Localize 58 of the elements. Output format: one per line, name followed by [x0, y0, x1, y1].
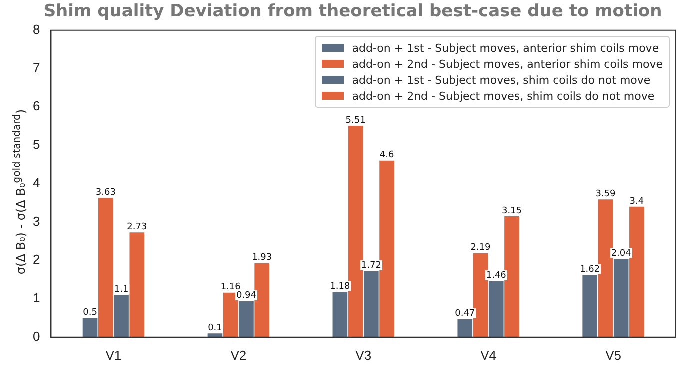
y-tick-label: 1 [32, 290, 40, 306]
data-label: 1.72 [361, 261, 382, 272]
data-label: 1.1 [114, 285, 129, 296]
data-label: 0.94 [236, 291, 257, 302]
bar [82, 318, 98, 338]
data-label: 5.51 [346, 116, 366, 126]
x-tick-label: V4 [480, 348, 497, 363]
bar [114, 295, 129, 338]
bar [332, 292, 348, 338]
y-tick-label: 5 [32, 137, 40, 152]
y-tick-label: 6 [32, 98, 40, 114]
bar [98, 198, 114, 338]
data-label: 1.62 [580, 265, 600, 276]
data-label: 1.46 [486, 271, 507, 282]
bar [473, 253, 488, 338]
bar [458, 319, 473, 338]
data-label: 2.19 [470, 243, 492, 254]
data-label: 1.16 [220, 282, 242, 293]
x-tick-label: V1 [106, 348, 122, 363]
chart-title: Shim quality Deviation from theoretical best-case due to motion [44, 2, 662, 22]
data-label: 0.1 [208, 323, 222, 334]
data-label: 4.6 [380, 150, 394, 161]
bar [488, 281, 504, 338]
data-label: 3.63 [96, 188, 116, 198]
bar [364, 271, 379, 338]
y-tick-label: 0 [32, 328, 40, 344]
bar [504, 216, 520, 338]
bar [130, 232, 145, 338]
x-tick-label: V3 [356, 348, 372, 363]
x-tick-label: V5 [606, 348, 622, 363]
data-label: 2.04 [611, 248, 632, 259]
bar [630, 206, 644, 338]
data-label: 2.73 [127, 222, 148, 232]
data-label: 3.15 [502, 206, 522, 216]
data-label: 3.59 [596, 189, 616, 200]
x-tick-label: V2 [230, 348, 247, 363]
y-tick-label: 3 [32, 214, 40, 229]
y-tick-label: 8 [32, 22, 40, 37]
data-label: 0.47 [455, 309, 476, 320]
data-label: 3.4 [630, 196, 644, 207]
bar [223, 292, 238, 338]
legend-label: add-on + 1st - Subject moves, shim coils do not move [352, 74, 651, 87]
y-tick-label: 7 [32, 60, 40, 76]
bar [614, 259, 629, 338]
data-label: 1.93 [252, 253, 272, 264]
legend-label: add-on + 1st - Subject moves, anterior shim coils move [352, 42, 660, 55]
bar [380, 160, 394, 338]
legend-label: add-on + 2nd - Subject moves, shim coils do not move [352, 90, 655, 103]
data-label: 0.5 [83, 308, 98, 318]
y-tick-label: 2 [32, 252, 40, 268]
bar [239, 301, 254, 338]
legend-label: add-on + 2nd - Subject moves, anterior shim coils move [352, 58, 663, 71]
bar [582, 275, 598, 338]
data-label: 1.18 [330, 282, 350, 292]
bar [348, 126, 364, 338]
bar [254, 263, 270, 338]
y-tick-label: 4 [32, 175, 40, 190]
bar [598, 200, 614, 338]
